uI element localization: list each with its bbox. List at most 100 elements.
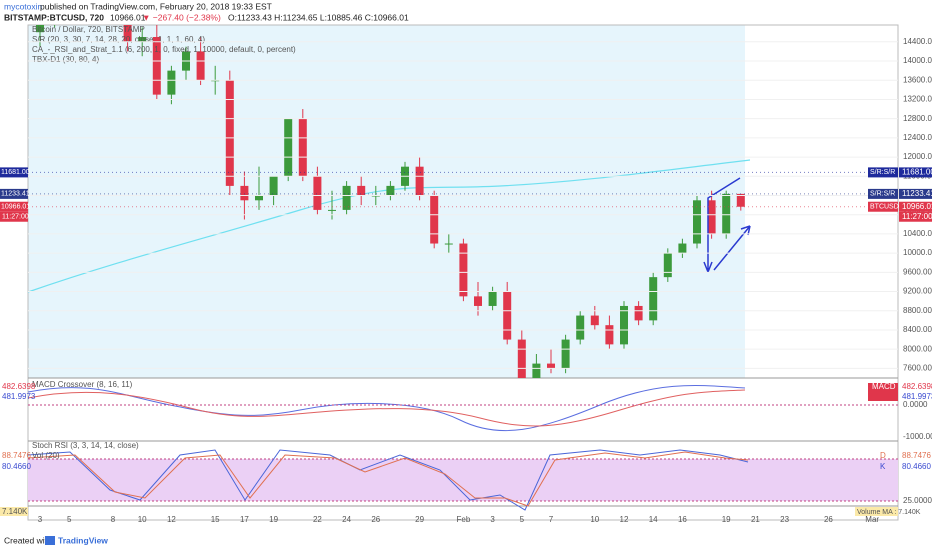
author[interactable]: mycotoxin <box>4 1 43 11</box>
x-tick-label: Feb <box>457 515 471 524</box>
price-tag: 10966.01 <box>902 202 932 211</box>
footer-brand[interactable]: TradingView <box>58 535 108 545</box>
candle-body <box>736 193 745 207</box>
candle-body <box>196 51 205 81</box>
x-tick-label: 22 <box>313 515 322 524</box>
x-tick-label: 3 <box>38 515 43 524</box>
price-tag: 11681.00 <box>902 168 932 177</box>
candle-body <box>342 185 351 210</box>
candle-body <box>298 118 307 177</box>
candle-body <box>707 200 716 234</box>
volume-ma: Volume MA : 7.140K <box>857 509 921 516</box>
stoch-k-value: 80.4660 <box>902 462 931 471</box>
price-tag: 11233.41 <box>902 189 932 198</box>
macd-value-left: 482.6398 <box>2 382 36 391</box>
candle-body <box>269 176 278 196</box>
candle-body <box>620 305 628 345</box>
y-tick-label: 14400.00 <box>903 37 932 46</box>
y-tick-label: 13600.00 <box>903 75 932 84</box>
stoch-band <box>28 459 898 501</box>
price-tag-box-left <box>0 201 28 212</box>
series-tag: S/R:S/R <box>870 191 895 198</box>
x-tick-label: 26 <box>824 515 833 524</box>
last-price: 10966.01 <box>110 12 146 22</box>
candle-body <box>503 291 512 340</box>
x-tick-label: 21 <box>751 515 760 524</box>
x-tick-label: 16 <box>678 515 687 524</box>
candle-body <box>430 195 439 244</box>
macd-title: MACD Crossover (8, 16, 11) <box>32 380 133 389</box>
legend-main: Bitcoin / Dollar, 720, BITSTAMP <box>32 25 145 34</box>
stoch-left: 88.7476 <box>2 451 31 460</box>
candle-body <box>328 209 336 211</box>
y-tick-label: 14000.00 <box>903 56 932 65</box>
x-tick-label: Mar <box>865 515 879 524</box>
price-tag-box <box>899 201 932 212</box>
macd-tick: 0.0000 <box>903 400 928 409</box>
x-tick-label: 7 <box>549 515 554 524</box>
y-tick-label: 13200.00 <box>903 95 932 104</box>
candle-body <box>138 37 147 42</box>
x-tick-label: 5 <box>67 515 72 524</box>
legend-sr: S/R (20, 3, 30, 7, 14, 28, 20, close, 1,… <box>32 35 205 44</box>
stoch-d-value: 88.7476 <box>902 451 931 460</box>
y-tick-label: 8800.00 <box>903 306 932 315</box>
candle-body <box>444 243 453 245</box>
candle-body <box>590 315 599 326</box>
candle-body <box>561 339 570 369</box>
y-tick-label: 8400.00 <box>903 325 932 334</box>
y-tick-label: 10000.00 <box>903 248 932 257</box>
countdown-box <box>899 211 932 222</box>
x-tick-label: 23 <box>780 515 789 524</box>
macd-line <box>27 384 746 432</box>
legend-strategy: CA_-_RSI_and_Strat_1.1 (6, 200, 1, 0, fi… <box>32 45 296 54</box>
candle-body <box>36 25 44 33</box>
candle-body <box>474 296 482 306</box>
price-tag-box <box>899 188 932 199</box>
candle-body <box>459 243 468 297</box>
candle-body <box>605 325 614 345</box>
ohlc: O:11233.43 H:11234.65 L:10885.46 C:10966… <box>228 12 409 22</box>
x-tick-label: 17 <box>240 515 249 524</box>
series-tag-box <box>868 188 898 199</box>
series-tag: BTCUSD <box>870 204 899 211</box>
countdown-left: 11:27:00 <box>2 214 29 221</box>
stoch-d <box>27 451 749 507</box>
candle-body <box>722 193 731 234</box>
candle-body <box>386 185 395 196</box>
stoch-tick: 25.0000 <box>903 496 932 505</box>
candle-body <box>313 176 322 210</box>
signal-line <box>27 389 746 427</box>
candle-body <box>532 363 541 378</box>
macd-tag-box <box>868 383 898 401</box>
y-tick-label: 9200.00 <box>903 287 932 296</box>
macd-signal-left: 481.9973 <box>2 392 36 401</box>
price-tag-left: 11233.41 <box>1 191 30 198</box>
candle-body <box>488 291 497 306</box>
countdown: 11:27:00 <box>902 212 932 221</box>
d-tag: D <box>880 451 886 460</box>
x-tick-label: 12 <box>167 515 176 524</box>
published: published on TradingView.com, February 2… <box>40 1 272 11</box>
macd-tick: -1000.0000 <box>903 432 932 441</box>
macd-signal: 481.9973 <box>902 392 932 401</box>
countdown-box-left <box>0 211 28 222</box>
candle-body <box>576 315 585 340</box>
candle-body <box>693 200 701 244</box>
highlight-zone <box>28 25 745 378</box>
y-tick-label: 9600.00 <box>903 267 932 276</box>
x-tick-label: 19 <box>269 515 278 524</box>
vol-title: Vol (20) <box>32 451 60 460</box>
stoch-k <box>27 449 749 511</box>
candle-body <box>678 243 687 254</box>
candle-body <box>240 185 249 201</box>
candle-body <box>167 70 176 95</box>
volume-left: 7.140K <box>2 507 28 516</box>
series-tag-box <box>868 167 898 178</box>
price-tag-left: 10966.01 <box>1 204 30 211</box>
x-tick-label: 10 <box>590 515 599 524</box>
annotation-arrows <box>703 177 751 273</box>
stoch-title: Stoch RSI (3, 3, 14, 14, close) <box>32 441 139 450</box>
series-tag: S/R:S/R <box>870 169 895 176</box>
